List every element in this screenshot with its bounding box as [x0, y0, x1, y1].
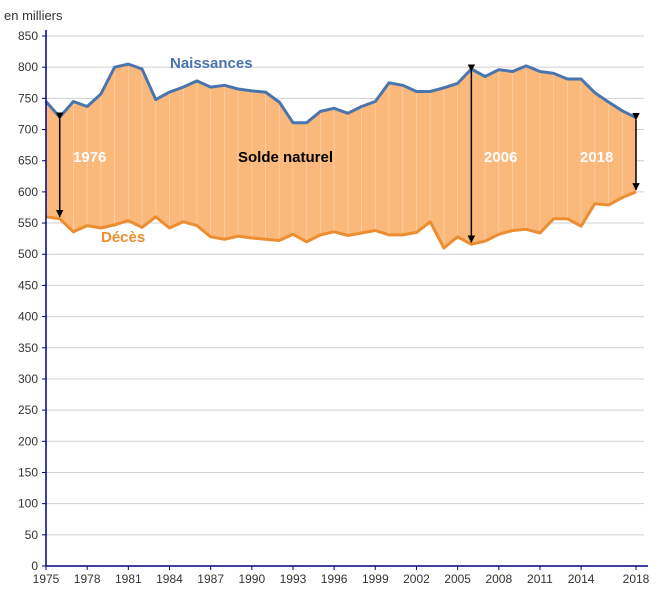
y-tick-label: 850 [18, 29, 38, 43]
solde-naturel-area [46, 64, 636, 248]
x-tick-label: 1984 [156, 572, 183, 586]
x-tick-label: 2005 [444, 572, 471, 586]
difference-arrows [55, 64, 640, 244]
x-tick-label: 1978 [74, 572, 101, 586]
naissances-label: Naissances [170, 55, 253, 72]
y-tick-label: 100 [18, 497, 38, 511]
x-tick-label: 1975 [33, 572, 60, 586]
deces-label: Décès [101, 229, 145, 246]
y-tick-label: 700 [18, 123, 38, 137]
y-axis-ticks: 0 50 100 150 200 250 300 350 400 450 500 550 600 650 7… [18, 29, 46, 573]
x-tick-label: 2002 [403, 572, 430, 586]
y-tick-label: 500 [18, 247, 38, 261]
x-tick-label: 1999 [362, 572, 389, 586]
y-tick-label: 750 [18, 91, 38, 105]
axes [45, 30, 648, 567]
x-tick-label: 1987 [197, 572, 224, 586]
x-axis-ticks: 1975 1978 1981 1984 1987 1990 1993 1996 1999 2002… [33, 566, 650, 586]
y-tick-label: 150 [18, 465, 38, 479]
naissances-line [44, 62, 637, 125]
y-tick-label: 600 [18, 185, 38, 199]
year-2018-label: 2018 [580, 149, 613, 166]
x-tick-label: 2008 [485, 572, 512, 586]
y-axis-unit-label: en milliers [4, 8, 63, 23]
y-tick-label: 350 [18, 341, 38, 355]
year-1976-label: 1976 [73, 149, 106, 166]
y-tick-label: 200 [18, 434, 38, 448]
deces-line [45, 190, 637, 250]
year-separator-lines [59, 64, 637, 248]
y-tick-label: 250 [18, 403, 38, 417]
x-tick-label: 2018 [623, 572, 650, 586]
y-tick-label: 450 [18, 278, 38, 292]
x-tick-label: 1990 [238, 572, 265, 586]
y-tick-label: 800 [18, 60, 38, 74]
y-tick-label: 650 [18, 154, 38, 168]
y-tick-label: 300 [18, 372, 38, 386]
x-tick-label: 1981 [115, 572, 142, 586]
solde-naturel-label: Solde naturel [238, 149, 333, 166]
y-tick-label: 0 [31, 559, 38, 573]
year-2006-label: 2006 [484, 149, 517, 166]
x-tick-label: 1993 [280, 572, 307, 586]
y-tick-label: 550 [18, 216, 38, 230]
x-tick-label: 2011 [527, 572, 553, 586]
x-tick-label: 2014 [568, 572, 595, 586]
y-tick-label: 400 [18, 310, 38, 324]
x-tick-label: 1996 [321, 572, 348, 586]
y-tick-label: 50 [25, 528, 39, 542]
